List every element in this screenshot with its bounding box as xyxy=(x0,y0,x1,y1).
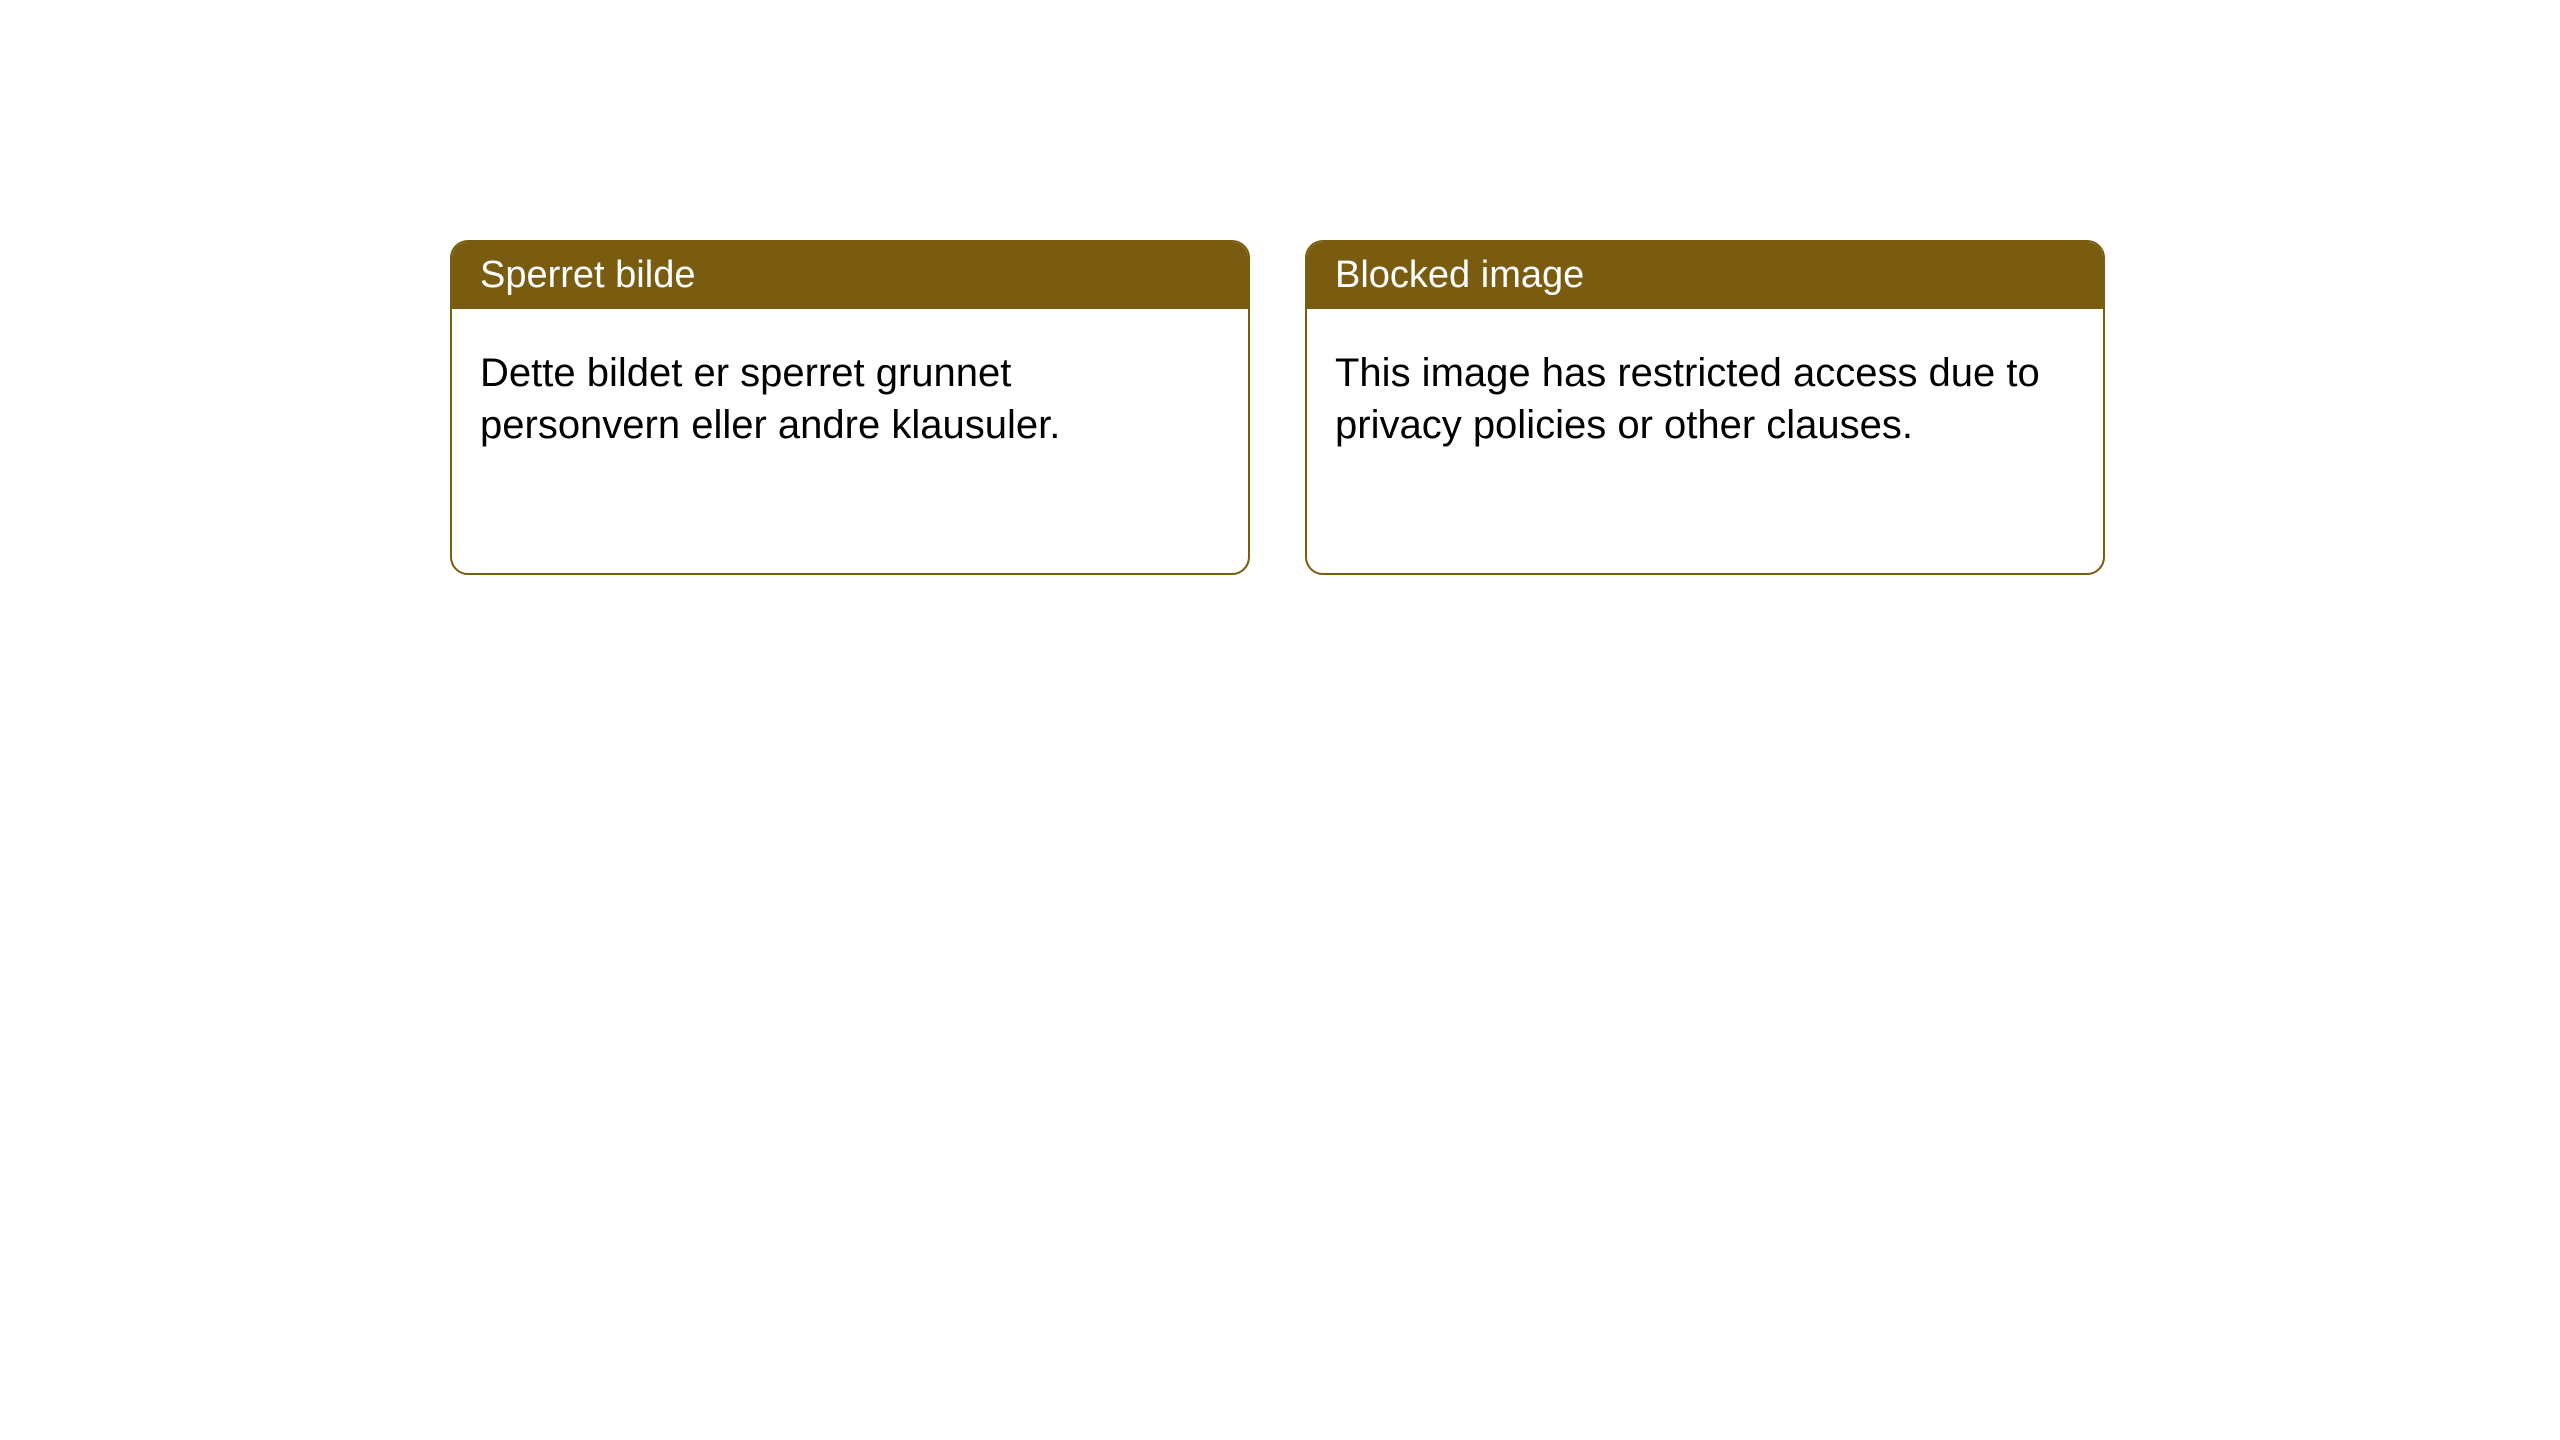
notice-body-norwegian: Dette bildet er sperret grunnet personve… xyxy=(452,309,1248,489)
notice-card-english: Blocked image This image has restricted … xyxy=(1305,240,2105,575)
notice-card-norwegian: Sperret bilde Dette bildet er sperret gr… xyxy=(450,240,1250,575)
notice-title-norwegian: Sperret bilde xyxy=(452,242,1248,309)
blocked-image-notices: Sperret bilde Dette bildet er sperret gr… xyxy=(450,240,2560,575)
notice-body-english: This image has restricted access due to … xyxy=(1307,309,2103,489)
notice-title-english: Blocked image xyxy=(1307,242,2103,309)
